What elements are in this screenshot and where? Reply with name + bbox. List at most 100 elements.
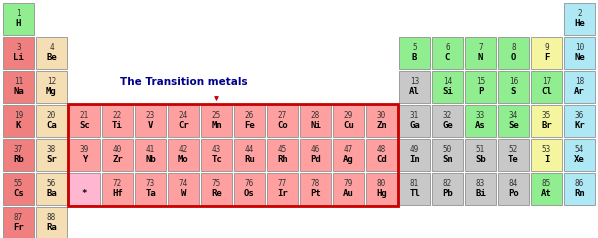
Bar — [267, 139, 298, 171]
Bar — [3, 71, 34, 103]
Bar — [564, 173, 595, 205]
Text: He: He — [574, 19, 585, 28]
Bar — [300, 139, 331, 171]
Text: 34: 34 — [509, 111, 518, 120]
Text: 23: 23 — [146, 111, 155, 120]
Text: Tl: Tl — [409, 188, 420, 198]
Text: 51: 51 — [476, 145, 485, 154]
Text: W: W — [181, 188, 186, 198]
Text: 83: 83 — [476, 179, 485, 188]
Text: 4: 4 — [49, 43, 54, 52]
Text: 36: 36 — [575, 111, 584, 120]
Text: Mo: Mo — [178, 154, 189, 164]
Text: 39: 39 — [80, 145, 89, 154]
Bar — [366, 105, 397, 137]
Text: Ti: Ti — [112, 121, 123, 129]
Bar — [36, 71, 67, 103]
Text: Ga: Ga — [409, 121, 420, 129]
Text: 52: 52 — [509, 145, 518, 154]
Text: N: N — [478, 53, 483, 62]
Text: 54: 54 — [575, 145, 584, 154]
Text: Ar: Ar — [574, 87, 585, 96]
Bar — [135, 173, 166, 205]
Text: Na: Na — [13, 87, 24, 96]
Bar — [201, 173, 232, 205]
Text: F: F — [544, 53, 549, 62]
Bar — [465, 37, 496, 69]
Text: 8: 8 — [511, 43, 516, 52]
Text: Cr: Cr — [178, 121, 189, 129]
Bar — [531, 139, 562, 171]
Text: 75: 75 — [212, 179, 221, 188]
Bar — [234, 173, 265, 205]
Text: 5: 5 — [412, 43, 417, 52]
Bar — [564, 37, 595, 69]
Text: Hf: Hf — [112, 188, 123, 198]
Text: 86: 86 — [575, 179, 584, 188]
Text: 44: 44 — [245, 145, 254, 154]
Text: Be: Be — [46, 53, 57, 62]
Text: 48: 48 — [377, 145, 386, 154]
Text: 26: 26 — [245, 111, 254, 120]
Bar — [135, 105, 166, 137]
Bar — [465, 173, 496, 205]
Text: Fr: Fr — [13, 223, 24, 232]
Bar — [564, 3, 595, 35]
Text: 35: 35 — [542, 111, 551, 120]
Text: 80: 80 — [377, 179, 386, 188]
Text: Mn: Mn — [211, 121, 222, 129]
Text: 79: 79 — [344, 179, 353, 188]
Text: 21: 21 — [80, 111, 89, 120]
Text: Sb: Sb — [475, 154, 486, 164]
Text: Br: Br — [541, 121, 552, 129]
Text: Cd: Cd — [376, 154, 387, 164]
Text: H: H — [16, 19, 21, 28]
Text: Zr: Zr — [112, 154, 123, 164]
Text: Te: Te — [508, 154, 519, 164]
Text: Re: Re — [211, 188, 222, 198]
Bar — [69, 139, 100, 171]
Bar — [102, 105, 133, 137]
Bar — [168, 139, 199, 171]
Bar — [168, 173, 199, 205]
Text: Xe: Xe — [574, 154, 585, 164]
Text: 49: 49 — [410, 145, 419, 154]
Text: 7: 7 — [478, 43, 483, 52]
Bar — [300, 105, 331, 137]
Bar — [399, 105, 430, 137]
Text: Rn: Rn — [574, 188, 585, 198]
Bar — [267, 105, 298, 137]
Bar — [3, 173, 34, 205]
Text: I: I — [544, 154, 549, 164]
Bar — [564, 139, 595, 171]
Bar — [69, 173, 100, 205]
Text: Fe: Fe — [244, 121, 255, 129]
Bar — [36, 37, 67, 69]
Text: 38: 38 — [47, 145, 56, 154]
Bar — [333, 173, 364, 205]
Text: Bi: Bi — [475, 188, 486, 198]
Text: Pd: Pd — [310, 154, 321, 164]
Bar — [68, 104, 398, 206]
Bar — [465, 105, 496, 137]
Text: 27: 27 — [278, 111, 287, 120]
Bar — [465, 71, 496, 103]
Text: P: P — [478, 87, 483, 96]
Bar — [201, 139, 232, 171]
Text: 17: 17 — [542, 77, 551, 86]
Bar — [234, 105, 265, 137]
Text: 24: 24 — [179, 111, 188, 120]
Text: Mg: Mg — [46, 87, 57, 96]
Bar — [267, 173, 298, 205]
Text: 72: 72 — [113, 179, 122, 188]
Text: 40: 40 — [113, 145, 122, 154]
Text: 15: 15 — [476, 77, 485, 86]
Bar — [432, 71, 463, 103]
Text: Se: Se — [508, 121, 519, 129]
Bar — [399, 37, 430, 69]
Text: Co: Co — [277, 121, 288, 129]
Text: 31: 31 — [410, 111, 419, 120]
Text: Pt: Pt — [310, 188, 321, 198]
Text: 6: 6 — [445, 43, 450, 52]
Text: 88: 88 — [47, 213, 56, 222]
